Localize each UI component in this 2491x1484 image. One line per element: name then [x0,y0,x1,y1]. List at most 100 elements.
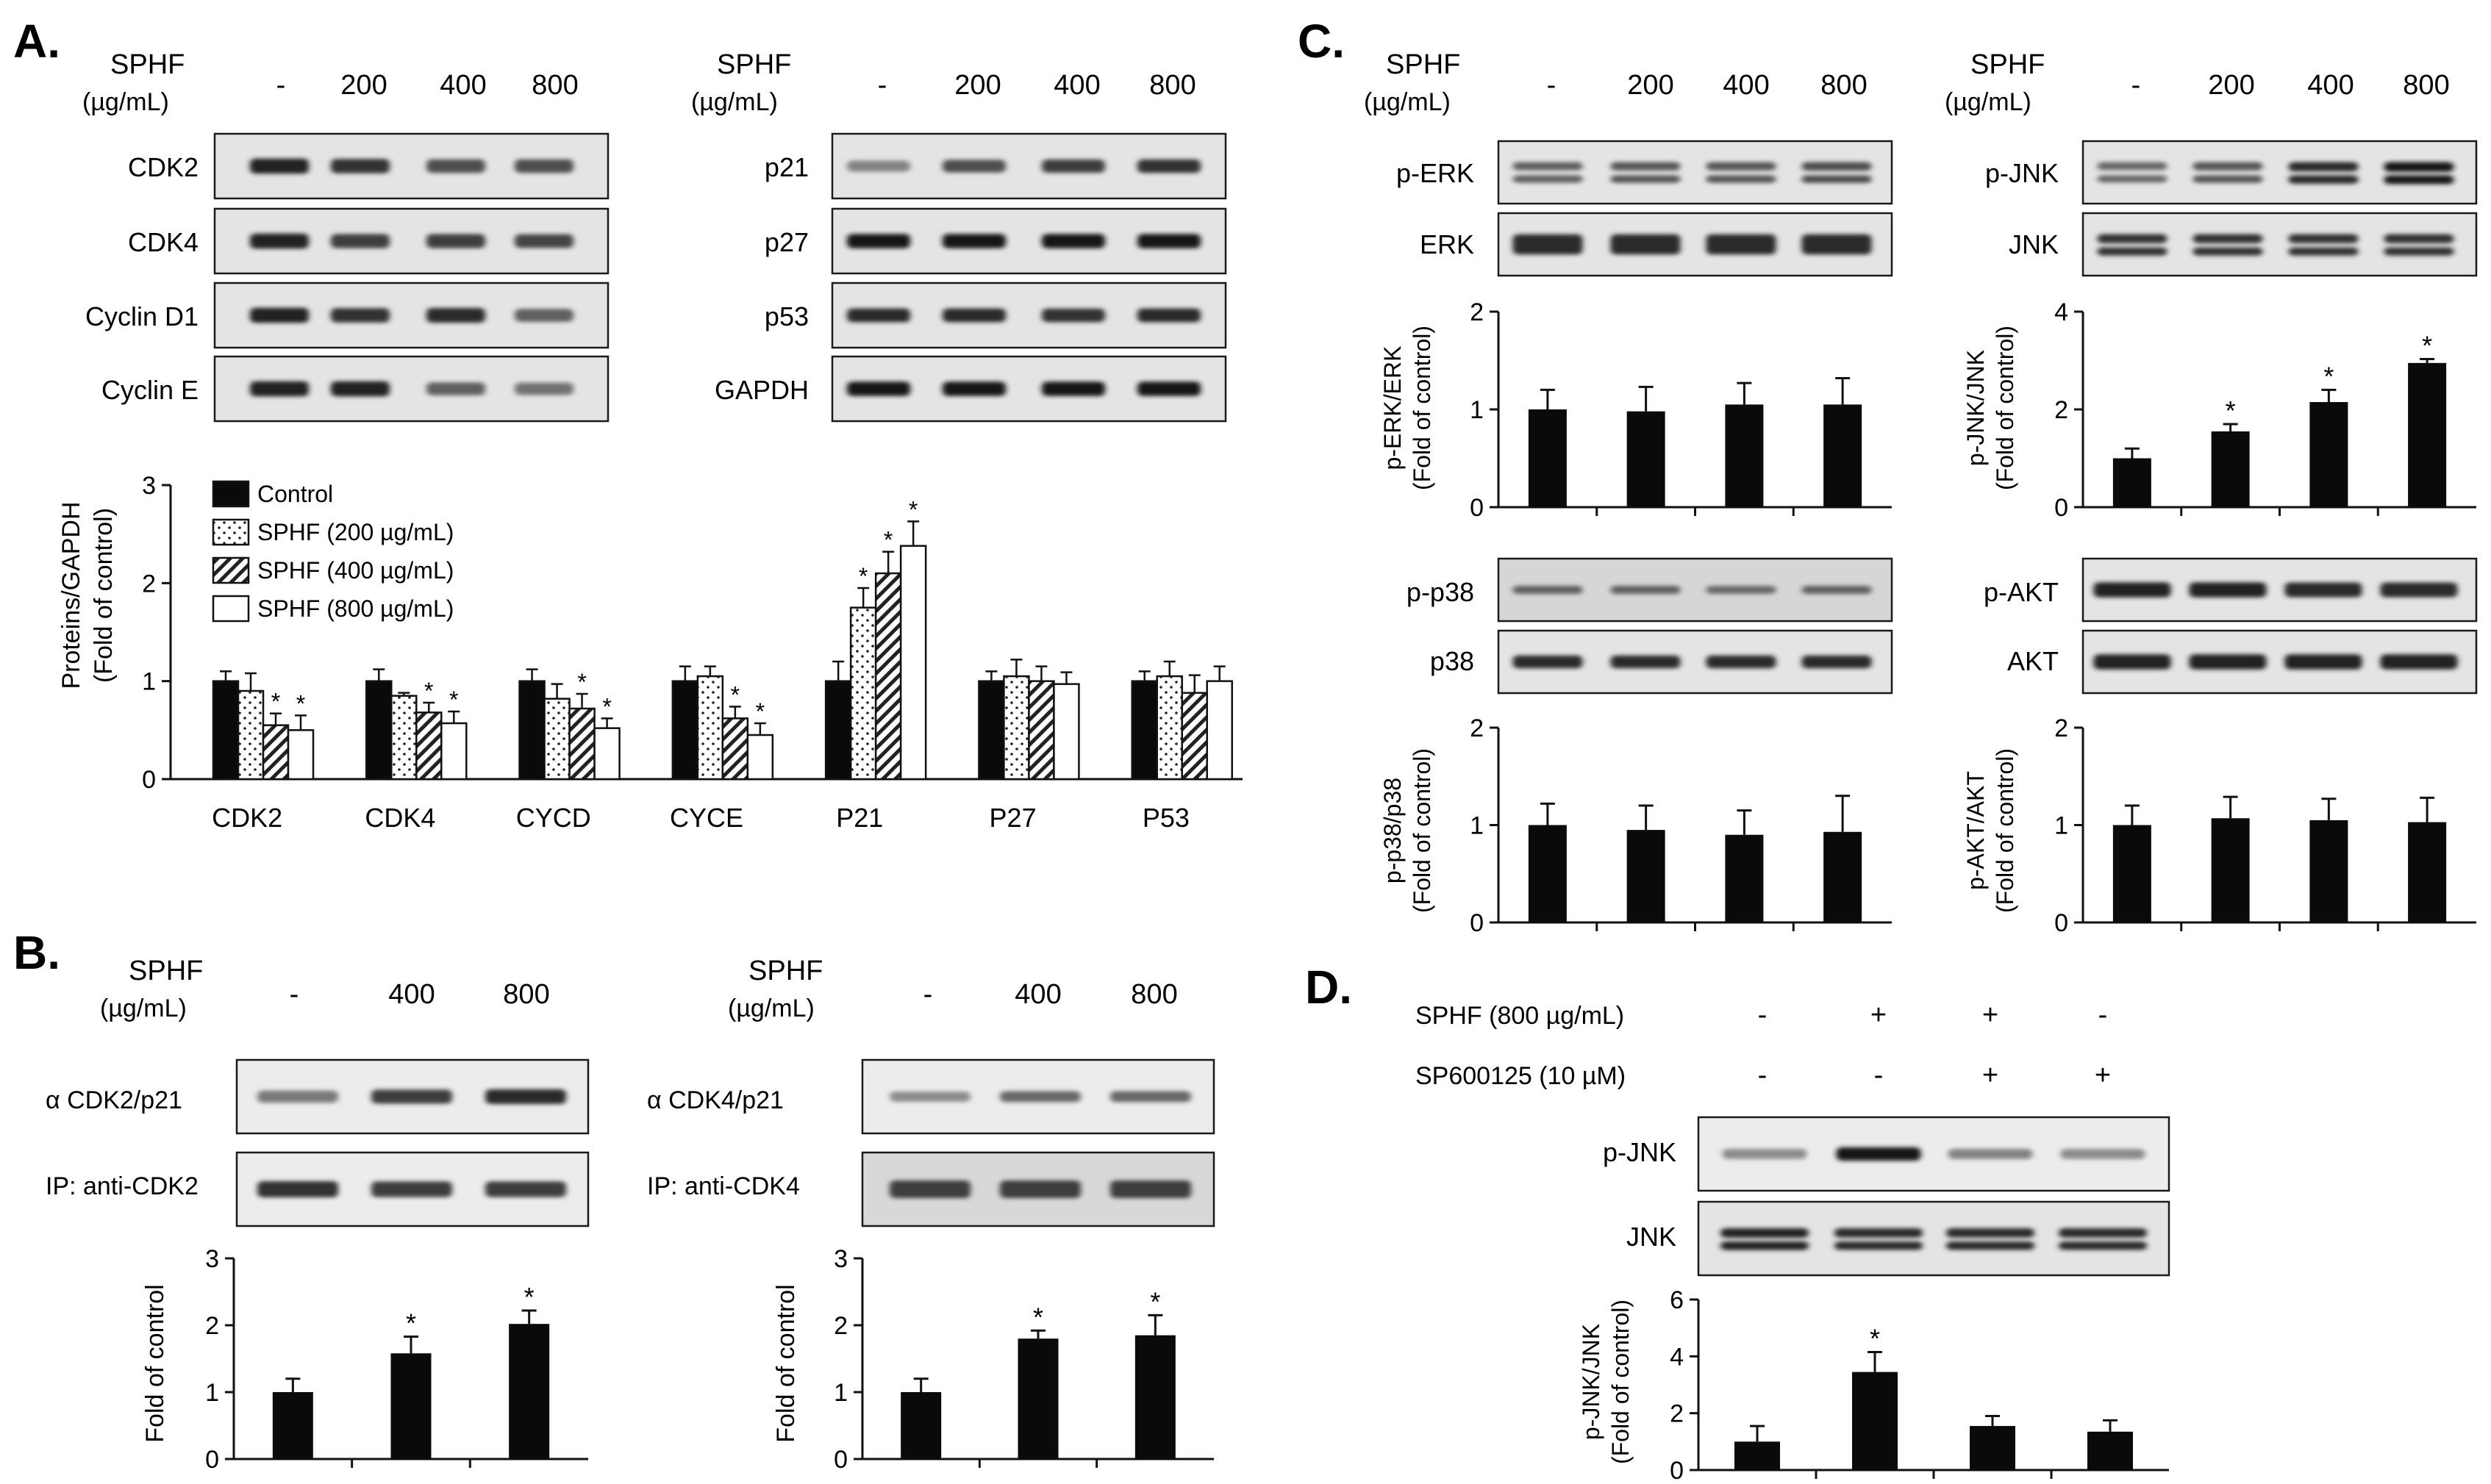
blot-strip [213,355,610,423]
blot-band [1137,308,1201,323]
blot-strip [1497,557,1893,623]
legend-swatch-1 [212,518,250,546]
chart-b-left-ylabel: Fold of control [141,1284,169,1442]
significance-star: * [2422,331,2432,361]
dose-label-3: 800 [2403,70,2449,101]
significance-star: * [602,693,611,720]
bar-P27-3 [1053,683,1080,781]
a-left-blot-strips [213,132,610,423]
c-right-unit: (µg/mL) [1945,88,2031,116]
blot-band [1610,175,1681,183]
significance-star: * [731,681,740,708]
chart-c-p38: p-p38/p38 (Fold of control) 0 1 2 [1379,714,1892,937]
c-erk-blot-strips [1497,140,1893,277]
blot-band [1512,234,1583,255]
chart-a-legend: Control SPHF (200 µg/mL) SPHF (400 µg/mL) S… [212,480,454,623]
blot-band [1834,1241,1923,1250]
blot-band [890,1180,971,1198]
blot-band [1042,381,1105,396]
blot-band [847,308,910,323]
dose-label-1: 200 [2208,70,2254,101]
blot-frame [2081,212,2478,277]
blot-band [1110,1180,1191,1198]
blot-strip [2081,140,2478,205]
bar-2 [1725,404,1764,507]
chart-c-p38-ylabel2: (Fold of control) [1409,748,1435,913]
bar-CYCD-0 [518,680,546,781]
x-tick-label-P21: P21 [836,803,883,833]
bar-3 [2408,822,2447,922]
bar-2 [509,1324,550,1459]
y-tick-label: 2 [142,570,156,598]
bar-2 [2309,820,2348,922]
blot-band [2192,247,2263,256]
blot-band [515,159,573,173]
blot-band [847,234,910,248]
blot-band [2189,582,2267,598]
blot-strip [213,207,610,275]
legend-swatch-0 [212,480,250,508]
blot-strip [861,1151,1215,1227]
bar-P53-2 [1181,692,1208,781]
y-tick-label: 2 [834,1312,848,1340]
dose-label-0: - [276,70,286,101]
dose-label-0: - [1547,70,1557,101]
blot-strip [1697,1200,2170,1277]
significance-star: * [449,687,458,713]
c-left-unit: (µg/mL) [1364,88,1451,116]
c-left-treatment: SPHF [1386,49,1460,80]
dose-label-0: - [2131,70,2141,101]
blot-band [1512,162,1583,171]
y-tick-label: 1 [205,1379,219,1407]
x-tick-label-CYCD: CYCD [516,803,591,833]
blot-band [257,1180,338,1198]
significance-star: * [424,678,433,704]
c-p38-blot-strips [1497,557,1893,695]
blot-band [1610,586,1681,594]
blot-band [515,234,573,248]
y-tick-label: 6 [1670,1286,1684,1314]
chart-c-p38-ylabel: p-p38/p38 [1379,778,1406,883]
blot-label-p27: p27 [765,227,809,257]
y-tick-label: 1 [2054,812,2068,840]
d-blot-strips [1697,1116,2170,1277]
legend-label-3: SPHF (800 µg/mL) [257,595,454,622]
blot-label-cdk2-p21: α CDK2/p21 [46,1086,182,1114]
y-tick-label: 0 [1470,494,1484,522]
chart-d-ylabel: p-JNK/JNK [1578,1324,1604,1440]
d-condition-signs: - + + - - - + + [1758,1000,2111,1091]
x-tick-label-CDK4: CDK4 [365,803,435,833]
blot-strip [2081,557,2478,623]
c-right-dose-labels: - 200 400 800 [2131,70,2450,101]
bar-CDK2-3 [287,729,315,781]
blot-band [1801,586,1872,594]
dose-label-2: 400 [1723,70,1769,101]
blot-band [2097,162,2167,171]
dose-label-1: 200 [340,70,387,101]
chart-c-jnk-ylabel2: (Fold of control) [1992,326,2018,490]
significance-star: * [296,690,305,717]
sign-sp600125-2: + [1982,1060,1998,1091]
dose-label-2: 800 [503,979,549,1010]
blot-strip [1497,629,1893,695]
chart-c-erk-ylabel2: (Fold of control) [1409,326,1435,490]
y-tick-label: 2 [2054,714,2068,742]
bar-CYCE-3 [746,734,774,781]
blot-band [1706,234,1776,255]
blot-band [2059,1241,2147,1250]
b-left-blot-strips [235,1058,590,1227]
legend-label-0: Control [257,481,333,507]
blot-band [2059,1228,2147,1238]
blot-band [1610,234,1681,255]
dose-label-1: 200 [1627,70,1673,101]
dose-label-0: - [923,979,933,1010]
sign-sp600125-3: + [2095,1060,2111,1091]
significance-star: * [1150,1286,1160,1316]
blot-strip [213,132,610,200]
blot-band [943,234,1006,248]
blot-label-d-p-jnk: p-JNK [1603,1137,1676,1167]
y-tick-label: 2 [1670,1400,1684,1428]
blot-band [331,381,390,397]
blot-band [2384,247,2454,256]
